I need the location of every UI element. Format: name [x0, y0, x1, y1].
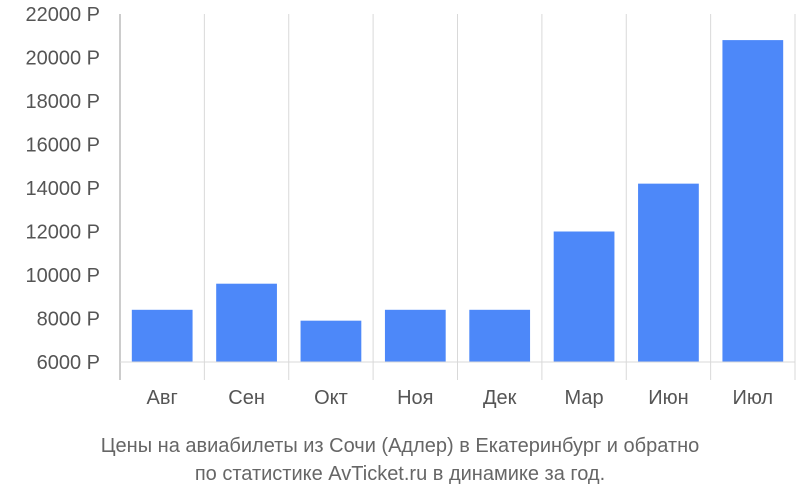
chart-caption-line-1: Цены на авиабилеты из Сочи (Адлер) в Ека…: [100, 435, 700, 457]
y-tick-label: 20000 Р: [25, 48, 100, 70]
x-tick-label: Сен: [228, 387, 265, 409]
x-tick-label: Авг: [147, 387, 178, 409]
bar-4: [384, 309, 446, 362]
price-bar-chart: 6000 Р 8000 Р 10000 Р 12000 Р 14000 Р 16000 Р…: [25, 4, 796, 409]
x-tick-labels: Авг Сен Окт Ноя Дек Мар Июн Июл: [147, 387, 774, 409]
y-tick-label: 10000 Р: [25, 265, 100, 287]
x-tick-label: Ноя: [397, 387, 433, 409]
grid-lines: [203, 14, 796, 380]
y-tick-label: 12000 Р: [25, 222, 100, 244]
x-tick-label: Окт: [314, 387, 348, 409]
x-tick-label: Мар: [564, 387, 603, 409]
y-tick-label: 6000 Р: [37, 352, 100, 374]
y-tick-label: 18000 Р: [25, 91, 100, 113]
x-tick-label: Дек: [483, 387, 517, 409]
x-tick-label: Июн: [648, 387, 688, 409]
y-tick-label: 14000 Р: [25, 178, 100, 200]
bar-1: [131, 309, 193, 362]
bar-5: [469, 309, 531, 362]
y-tick-label: 8000 Р: [37, 309, 100, 331]
y-tick-label: 16000 Р: [25, 135, 100, 157]
x-tick-label: Июл: [733, 387, 774, 409]
bar-2: [216, 283, 277, 362]
bar-6: [553, 231, 615, 362]
bars: [131, 40, 784, 362]
axes: [119, 14, 795, 380]
bar-7: [638, 183, 699, 362]
y-tick-labels: 6000 Р 8000 Р 10000 Р 12000 Р 14000 Р 16000 Р…: [25, 4, 100, 374]
bar-8: [722, 40, 784, 362]
y-tick-label: 22000 Р: [25, 4, 100, 26]
chart-caption-line-2: по статистике AvTicket.ru в динамике за …: [194, 463, 606, 485]
bar-3: [300, 320, 362, 362]
